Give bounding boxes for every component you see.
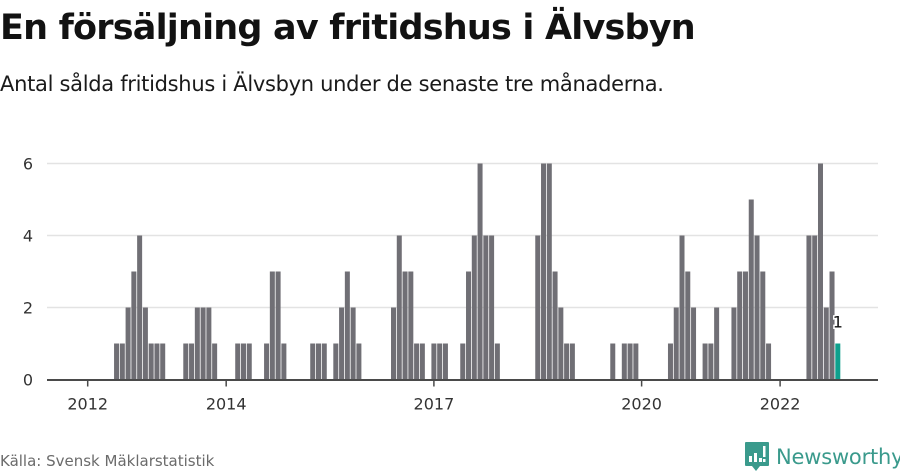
bar xyxy=(333,343,339,380)
bar xyxy=(489,235,495,380)
bar xyxy=(673,307,679,380)
bar xyxy=(483,235,489,380)
bar xyxy=(806,235,812,380)
bar xyxy=(200,307,206,380)
bar xyxy=(754,235,760,380)
bar xyxy=(442,343,448,380)
bar xyxy=(235,343,241,380)
bar xyxy=(766,343,772,380)
bars xyxy=(114,163,841,380)
bar xyxy=(206,307,212,380)
bar xyxy=(137,235,143,380)
newsworthy-logo-icon xyxy=(745,442,769,471)
bar xyxy=(264,343,270,380)
bar xyxy=(240,343,246,380)
y-tick-label: 0 xyxy=(23,371,33,390)
chart-title: En försäljning av fritidshus i Älvsbyn xyxy=(0,8,696,48)
bar xyxy=(737,271,743,380)
bar xyxy=(408,271,414,380)
bar xyxy=(760,271,766,380)
bar xyxy=(160,343,166,380)
bar xyxy=(281,343,287,380)
bar xyxy=(731,307,737,380)
bar xyxy=(212,343,218,380)
bar xyxy=(685,271,691,380)
annotation: 1 xyxy=(831,311,844,333)
bar xyxy=(610,343,616,380)
highlight-bar xyxy=(835,343,841,380)
bar xyxy=(471,235,477,380)
bar xyxy=(535,235,541,380)
bar xyxy=(431,343,437,380)
bar xyxy=(541,163,547,380)
bar xyxy=(564,343,570,380)
bar xyxy=(829,271,835,380)
bar xyxy=(414,343,420,380)
chart-subtitle: Antal sålda fritidshus i Älvsbyn under d… xyxy=(0,72,664,96)
bar xyxy=(823,307,829,380)
x-tick-label: 2022 xyxy=(760,395,801,414)
bar xyxy=(154,343,160,380)
bar xyxy=(552,271,558,380)
bar xyxy=(633,343,639,380)
bar xyxy=(119,343,125,380)
bar xyxy=(477,163,483,380)
bar xyxy=(569,343,575,380)
bar xyxy=(748,199,754,380)
bar xyxy=(350,307,356,380)
x-tick-label: 2012 xyxy=(67,395,108,414)
bar xyxy=(148,343,154,380)
y-axis-labels: 0 2 4 6 xyxy=(23,155,33,390)
bar xyxy=(189,343,195,380)
bar xyxy=(466,271,472,380)
bar xyxy=(627,343,633,380)
bar xyxy=(702,343,708,380)
bar xyxy=(679,235,685,380)
bar xyxy=(131,271,137,380)
bar xyxy=(246,343,252,380)
source-note: Källa: Svensk Mäklarstatistik xyxy=(0,452,215,470)
bar xyxy=(339,307,345,380)
y-tick-label: 2 xyxy=(23,299,33,318)
bar xyxy=(817,163,823,380)
x-tick-label: 2014 xyxy=(206,395,247,414)
bar xyxy=(321,343,327,380)
y-tick-label: 6 xyxy=(23,155,33,174)
bar xyxy=(419,343,425,380)
x-tick-label: 2020 xyxy=(621,395,662,414)
bar xyxy=(714,307,720,380)
bar xyxy=(356,343,362,380)
x-tick-label: 2017 xyxy=(414,395,455,414)
bar xyxy=(396,235,402,380)
x-axis: 2012 2014 2017 2020 2022 xyxy=(47,379,878,414)
bar xyxy=(114,343,120,380)
y-tick-label: 4 xyxy=(23,227,33,246)
bar xyxy=(316,343,321,380)
bar xyxy=(691,307,697,380)
brand-name: Newsworthy xyxy=(776,445,900,469)
bar xyxy=(402,271,408,380)
bar xyxy=(269,271,275,380)
bar xyxy=(194,307,200,380)
bar xyxy=(558,307,564,380)
brand-logo[interactable]: Newsworthy xyxy=(744,441,900,473)
bar xyxy=(437,343,443,380)
bar xyxy=(391,307,397,380)
bar xyxy=(667,343,673,380)
bar xyxy=(275,271,281,380)
bar xyxy=(621,343,627,380)
bar xyxy=(546,163,552,380)
bar xyxy=(742,271,748,380)
bar xyxy=(142,307,148,380)
bar xyxy=(460,343,466,380)
bar xyxy=(812,235,818,380)
bar xyxy=(344,271,350,380)
bar xyxy=(494,343,500,380)
last-value-label: 1 xyxy=(833,313,843,332)
bar xyxy=(183,343,189,380)
bar xyxy=(708,343,714,380)
bar xyxy=(310,343,316,380)
bar xyxy=(125,307,131,380)
